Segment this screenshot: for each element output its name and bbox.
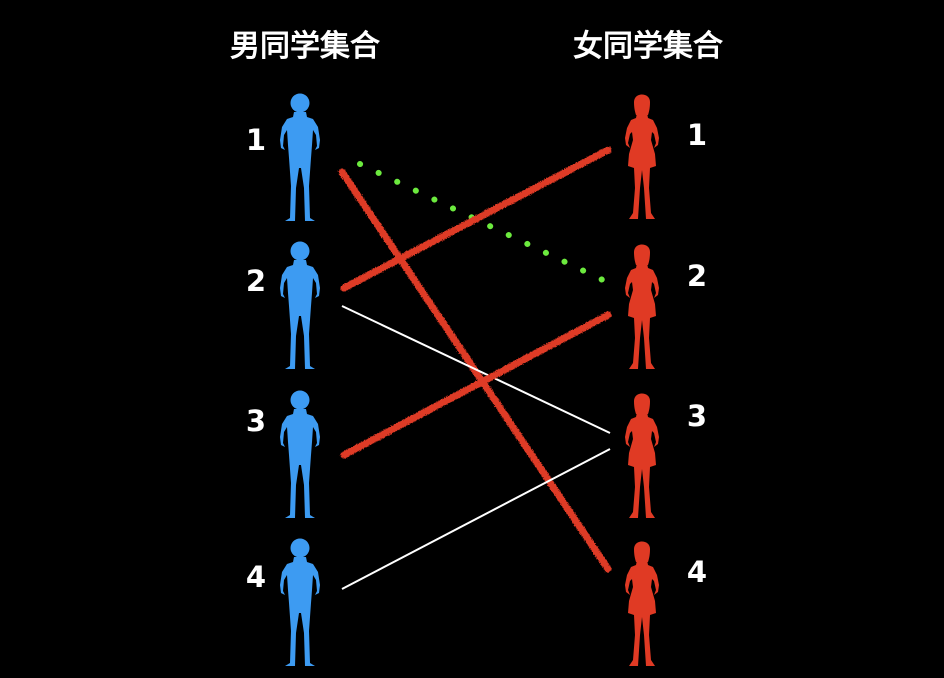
male-member-4: 4	[246, 538, 320, 666]
male-silhouette-icon	[280, 538, 320, 666]
female-member-1: 1	[625, 94, 707, 219]
edge-male-3-female-2	[340, 311, 612, 459]
male-member-1: 1	[246, 93, 320, 221]
edge-male-4-female-3	[341, 448, 611, 590]
male-silhouette-icon	[280, 390, 320, 518]
edge-male-1-female-4	[338, 168, 612, 573]
male-member-label: 4	[246, 560, 266, 594]
female-silhouette-icon	[625, 94, 659, 219]
female-silhouette-icon	[625, 393, 659, 518]
female-member-label: 1	[687, 118, 707, 152]
male-set-title: 男同学集合	[230, 29, 380, 64]
male-member-label: 1	[246, 123, 266, 157]
male-member-3: 3	[246, 390, 320, 518]
male-silhouette-icon	[280, 93, 320, 221]
female-member-2: 2	[625, 244, 707, 369]
edge-male-2-female-3	[341, 305, 611, 434]
male-member-label: 3	[246, 404, 266, 438]
edge-male-1-female-2	[357, 161, 610, 285]
male-member-label: 2	[246, 264, 266, 298]
female-silhouette-icon	[625, 244, 659, 369]
female-silhouette-icon	[625, 541, 659, 666]
male-member-2: 2	[246, 241, 320, 369]
female-member-4: 4	[625, 541, 707, 666]
connection-lines	[338, 146, 612, 590]
female-set-title: 女同学集合	[573, 29, 723, 64]
edge-male-2-female-1	[340, 146, 612, 292]
male-silhouette-icon	[280, 241, 320, 369]
female-member-label: 3	[687, 399, 707, 433]
female-member-label: 4	[687, 555, 707, 589]
female-member-3: 3	[625, 393, 707, 518]
female-member-label: 2	[687, 259, 707, 293]
